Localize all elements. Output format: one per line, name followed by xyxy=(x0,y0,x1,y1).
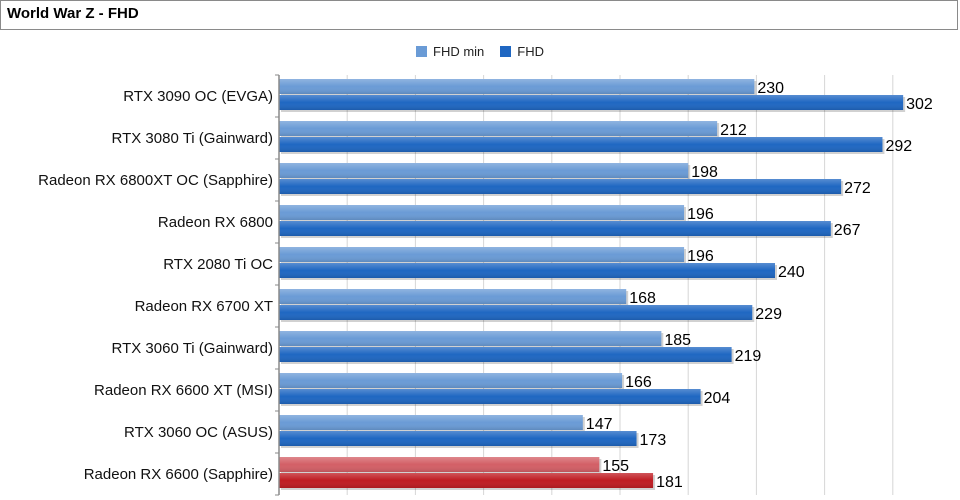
bar-shade xyxy=(279,305,753,320)
legend-label-fhd: FHD xyxy=(517,43,544,59)
value-label-fhd-min: 147 xyxy=(586,416,613,433)
axis xyxy=(275,74,280,496)
category-label: Radeon RX 6700 XT xyxy=(135,298,273,315)
bars xyxy=(279,79,906,490)
bar-shade xyxy=(279,247,685,262)
category-label: RTX 3080 Ti (Gainward) xyxy=(112,130,273,147)
legend-swatch-fhd-min xyxy=(416,45,427,57)
bar-shade xyxy=(279,95,904,110)
value-label-fhd-min: 185 xyxy=(664,332,691,349)
value-label-fhd-min: 166 xyxy=(625,374,652,391)
bar-shade xyxy=(279,389,701,404)
chart-title-bar: World War Z - FHD xyxy=(0,0,958,30)
value-label-fhd: 292 xyxy=(885,138,912,155)
value-label-fhd: 204 xyxy=(704,390,731,407)
value-label-fhd: 302 xyxy=(906,96,933,113)
bar-shade xyxy=(279,457,600,472)
bar-shade xyxy=(279,331,662,346)
value-label-fhd-min: 230 xyxy=(757,80,784,97)
bar-shade xyxy=(279,205,685,220)
value-label-fhd: 240 xyxy=(778,264,805,281)
bar-shade xyxy=(279,221,831,236)
value-label-fhd: 219 xyxy=(735,348,762,365)
category-label: Radeon RX 6800XT OC (Sapphire) xyxy=(38,172,273,189)
bar-shade xyxy=(279,373,623,388)
category-label: Radeon RX 6600 XT (MSI) xyxy=(94,382,273,399)
value-label-fhd: 181 xyxy=(656,474,683,491)
bar-shade xyxy=(279,163,689,178)
value-label-fhd: 272 xyxy=(844,180,871,197)
bar-shade xyxy=(279,473,654,488)
bar-shade xyxy=(279,263,775,278)
bar-shade xyxy=(279,289,627,304)
value-label-fhd: 267 xyxy=(834,222,861,239)
category-label: Radeon RX 6600 (Sapphire) xyxy=(84,466,273,483)
chart-title: World War Z - FHD xyxy=(7,5,139,22)
category-label: RTX 3060 OC (ASUS) xyxy=(124,424,273,441)
legend-item-fhd: FHD xyxy=(500,44,544,59)
bar-shade xyxy=(279,415,583,430)
legend-label-fhd-min: FHD min xyxy=(433,43,485,59)
bar-shade xyxy=(279,347,732,362)
bar-shade xyxy=(279,137,883,152)
legend-swatch-fhd xyxy=(500,45,512,57)
value-label-fhd: 173 xyxy=(640,432,667,449)
legend: FHD min FHD xyxy=(0,42,960,60)
value-label-fhd-min: 212 xyxy=(720,122,747,139)
bar-shade xyxy=(279,79,755,94)
bar-shade xyxy=(279,179,842,194)
value-label-fhd-min: 196 xyxy=(687,248,714,265)
labels: RTX 3090 OC (EVGA) 230 302 RTX 3080 Ti (Gai… xyxy=(38,80,933,491)
value-label-fhd-min: 155 xyxy=(602,458,629,475)
bar-shade xyxy=(279,121,718,136)
category-label: Radeon RX 6800 xyxy=(158,214,273,231)
category-label: RTX 3090 OC (EVGA) xyxy=(123,88,273,105)
category-label: RTX 2080 Ti OC xyxy=(163,256,273,273)
value-label-fhd: 229 xyxy=(755,306,782,323)
value-label-fhd-min: 196 xyxy=(687,206,714,223)
value-label-fhd-min: 198 xyxy=(691,164,718,181)
legend-item-fhd-min: FHD min xyxy=(416,44,484,59)
value-label-fhd-min: 168 xyxy=(629,290,656,307)
category-label: RTX 3060 Ti (Gainward) xyxy=(112,340,273,357)
bar-shade xyxy=(279,431,637,446)
